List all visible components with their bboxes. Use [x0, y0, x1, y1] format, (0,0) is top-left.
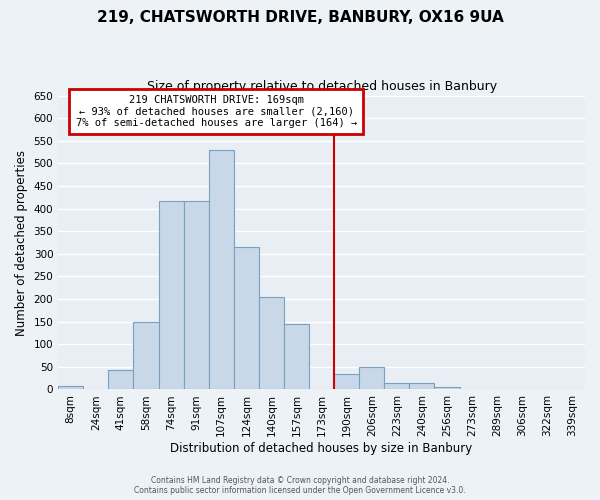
X-axis label: Distribution of detached houses by size in Banbury: Distribution of detached houses by size … [170, 442, 473, 455]
Bar [58, 386, 83, 390]
Bar [184, 202, 209, 390]
Text: 219, CHATSWORTH DRIVE, BANBURY, OX16 9UA: 219, CHATSWORTH DRIVE, BANBURY, OX16 9UA [97, 10, 503, 25]
Bar [535, 388, 560, 390]
Bar [234, 248, 259, 390]
Bar [434, 387, 460, 390]
Bar [133, 322, 158, 390]
Bar [385, 382, 409, 390]
Bar [359, 368, 385, 390]
Text: 219 CHATSWORTH DRIVE: 169sqm
← 93% of detached houses are smaller (2,160)
7% of : 219 CHATSWORTH DRIVE: 169sqm ← 93% of de… [76, 95, 357, 128]
Bar [158, 202, 184, 390]
Bar [284, 324, 309, 390]
Bar [109, 370, 133, 390]
Y-axis label: Number of detached properties: Number of detached properties [15, 150, 28, 336]
Title: Size of property relative to detached houses in Banbury: Size of property relative to detached ho… [146, 80, 497, 93]
Bar [259, 297, 284, 390]
Bar [334, 374, 359, 390]
Bar [209, 150, 234, 390]
Bar [409, 382, 434, 390]
Text: Contains HM Land Registry data © Crown copyright and database right 2024.
Contai: Contains HM Land Registry data © Crown c… [134, 476, 466, 495]
